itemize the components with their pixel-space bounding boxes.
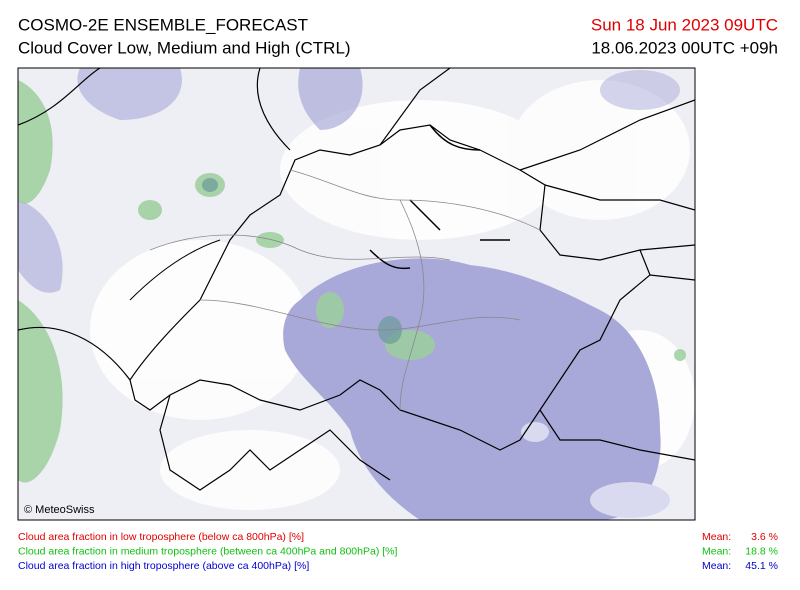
map-frame	[17, 67, 696, 521]
legend-label: Cloud area fraction in low troposphere (…	[18, 531, 304, 543]
map: © MeteoSwiss	[17, 67, 696, 521]
legend-mean-value: 45.1 %	[745, 560, 778, 572]
thin-cloud	[521, 422, 670, 518]
legend-mean-value: 18.8 %	[745, 545, 778, 557]
credit: © MeteoSwiss	[24, 504, 95, 516]
cantonal-borders	[149, 169, 541, 411]
legend-mean-label: Mean:	[702, 560, 731, 572]
legend-mean-label: Mean:	[702, 531, 731, 543]
legend: Cloud area fraction in low troposphere (…	[18, 531, 778, 572]
legend-mean-value: 3.6 %	[751, 531, 778, 543]
clear-areas	[90, 80, 695, 510]
medium-cloud	[18, 80, 686, 483]
valid-time: Sun 18 Jun 2023 09UTC	[591, 15, 778, 34]
run-time: 18.06.2023 00UTC +09h	[591, 38, 778, 57]
legend-label: Cloud area fraction in high troposphere …	[18, 560, 309, 572]
legend-mean-label: Mean:	[702, 545, 731, 557]
high-cloud	[18, 68, 680, 520]
title: COSMO-2E ENSEMBLE_FORECAST	[18, 15, 308, 34]
legend-label: Cloud area fraction in medium tropospher…	[18, 545, 397, 557]
subtitle: Cloud Cover Low, Medium and High (CTRL)	[18, 38, 351, 57]
borders	[18, 68, 695, 491]
